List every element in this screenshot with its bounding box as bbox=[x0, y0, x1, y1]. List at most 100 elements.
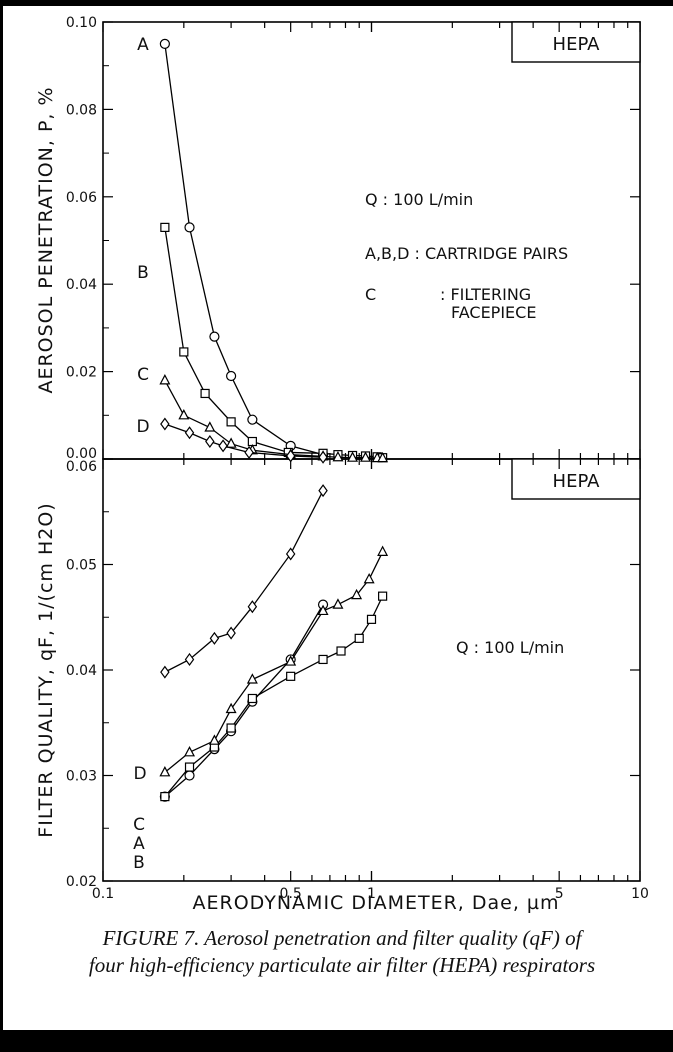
top-point-D bbox=[184, 426, 195, 440]
bottom-x-tick-label: 1 bbox=[367, 886, 376, 902]
cartridge-pairs-annotation: A,B,D : CARTRIDGE PAIRS bbox=[365, 244, 568, 263]
frame-left-border bbox=[0, 0, 3, 1052]
bottom-point-B bbox=[318, 654, 328, 665]
bottom-point-C bbox=[285, 655, 297, 666]
top-y-tick-label: 0.06 bbox=[66, 190, 97, 206]
top-point-C bbox=[225, 437, 237, 448]
bottom-series-line-C bbox=[164, 551, 384, 773]
caption-line-2: four high-efficiency particulate air fil… bbox=[88, 953, 596, 977]
top-point-D bbox=[318, 450, 328, 464]
top-point-D bbox=[218, 439, 228, 453]
top-point-A bbox=[209, 331, 220, 342]
bottom-point-C bbox=[363, 572, 375, 584]
bottom-plot-frame bbox=[102, 458, 641, 882]
top-point-B bbox=[200, 388, 210, 399]
top-series-letter-A: A bbox=[137, 35, 149, 55]
bottom-hepa-label: HEPA bbox=[553, 471, 601, 492]
bottom-x-tick-label: 0.1 bbox=[92, 886, 114, 902]
bottom-point-B bbox=[226, 723, 236, 733]
bottom-point-A bbox=[184, 770, 195, 781]
bottom-point-D bbox=[285, 547, 296, 561]
top-y-tick-label: 0.02 bbox=[66, 365, 97, 381]
bottom-series-letter-C: C bbox=[133, 815, 145, 835]
top-plot-frame bbox=[102, 21, 641, 460]
top-series-line-C bbox=[164, 380, 383, 459]
top-flow-annotation: Q : 100 L/min bbox=[365, 190, 473, 209]
bottom-point-C bbox=[332, 598, 344, 609]
bottom-y-axis-label: FILTER QUALITY, qF, 1/(cm H2O) bbox=[35, 502, 57, 837]
top-y-tick-label: 0.10 bbox=[66, 15, 97, 31]
bottom-point-C bbox=[208, 734, 220, 745]
bottom-point-C bbox=[246, 673, 258, 684]
bottom-flow-annotation: Q : 100 L/min bbox=[456, 638, 564, 657]
bottom-y-tick-label: 0.04 bbox=[66, 663, 97, 679]
top-point-A bbox=[159, 38, 170, 49]
bottom-point-C bbox=[377, 545, 389, 556]
top-y-tick-label: 0.08 bbox=[66, 102, 97, 118]
bottom-point-B bbox=[354, 633, 364, 643]
figure-caption: FIGURE 7. Aerosol penetration and filter… bbox=[42, 925, 642, 979]
bottom-point-D bbox=[209, 631, 220, 645]
top-point-D bbox=[205, 434, 215, 449]
facepiece-annotation: FACEPIECE bbox=[451, 303, 536, 322]
top-point-C bbox=[159, 374, 171, 385]
bottom-point-B bbox=[286, 671, 296, 681]
top-series-line-A bbox=[164, 43, 324, 456]
bottom-point-B bbox=[336, 646, 346, 656]
top-series-letter-C: C bbox=[137, 365, 149, 385]
top-hepa-label: HEPA bbox=[553, 34, 601, 55]
bottom-series-group bbox=[159, 484, 389, 802]
top-point-B bbox=[226, 417, 236, 427]
top-tick-group: 0.00 0.02 0.04 0.06 0.08 0.10 bbox=[66, 15, 641, 462]
bottom-x-tick-label: 5 bbox=[555, 886, 564, 902]
top-point-A bbox=[247, 414, 258, 425]
facepiece-letter-annotation: C bbox=[365, 285, 376, 304]
filtering-annotation: : FILTERING bbox=[440, 285, 531, 304]
top-series-group bbox=[159, 38, 389, 464]
bottom-x-tick-label: 0.5 bbox=[280, 886, 302, 902]
bottom-series-letter-D: D bbox=[133, 764, 146, 784]
bottom-point-C bbox=[351, 588, 363, 600]
bottom-x-tick-label: 10 bbox=[631, 886, 649, 902]
bottom-point-B bbox=[184, 762, 195, 772]
caption-line-1: FIGURE 7. Aerosol penetration and filter… bbox=[102, 926, 582, 950]
bottom-point-B bbox=[160, 791, 170, 802]
frame-top-border bbox=[0, 0, 673, 6]
bottom-point-B bbox=[366, 614, 377, 624]
top-series-letter-D: D bbox=[136, 417, 149, 437]
top-y-tick-label: 0.04 bbox=[66, 277, 97, 293]
top-y-axis-label: AEROSOL PENETRATION, P, % bbox=[35, 86, 57, 393]
top-point-A bbox=[226, 370, 237, 382]
top-point-D bbox=[285, 449, 296, 463]
bottom-point-D bbox=[247, 600, 258, 614]
top-point-D bbox=[244, 445, 254, 459]
x-axis-label: AERODYNAMIC DIAMETER, Dae, µm bbox=[192, 892, 559, 914]
bottom-series-letter-A: A bbox=[133, 834, 145, 854]
bottom-series-letter-B: B bbox=[133, 853, 145, 873]
bottom-point-D bbox=[226, 626, 236, 640]
frame-bottom-border bbox=[0, 1030, 673, 1052]
bottom-point-B bbox=[247, 693, 257, 704]
bottom-point-C bbox=[159, 766, 171, 777]
bottom-point-C bbox=[184, 746, 196, 757]
top-point-C bbox=[360, 451, 372, 462]
top-point-C bbox=[332, 450, 344, 462]
bottom-y-tick-label: 0.05 bbox=[66, 558, 97, 574]
top-point-D bbox=[160, 417, 170, 431]
bottom-point-C bbox=[317, 604, 329, 616]
bottom-y-tick-label: 0.03 bbox=[66, 769, 97, 785]
top-y-tick-label: 0.00 bbox=[66, 446, 97, 462]
top-point-C bbox=[178, 409, 190, 420]
bottom-y-tick-label: 0.02 bbox=[66, 874, 97, 890]
bottom-point-D bbox=[160, 665, 170, 679]
top-point-A bbox=[184, 222, 195, 233]
top-point-C bbox=[347, 451, 359, 462]
bottom-y-tick-label: 0.06 bbox=[66, 459, 97, 475]
bottom-hepa-box: HEPA bbox=[511, 458, 641, 500]
top-point-B bbox=[160, 222, 170, 232]
bottom-point-D bbox=[318, 484, 328, 498]
top-series-letter-B: B bbox=[137, 263, 149, 283]
top-point-C bbox=[377, 451, 389, 463]
